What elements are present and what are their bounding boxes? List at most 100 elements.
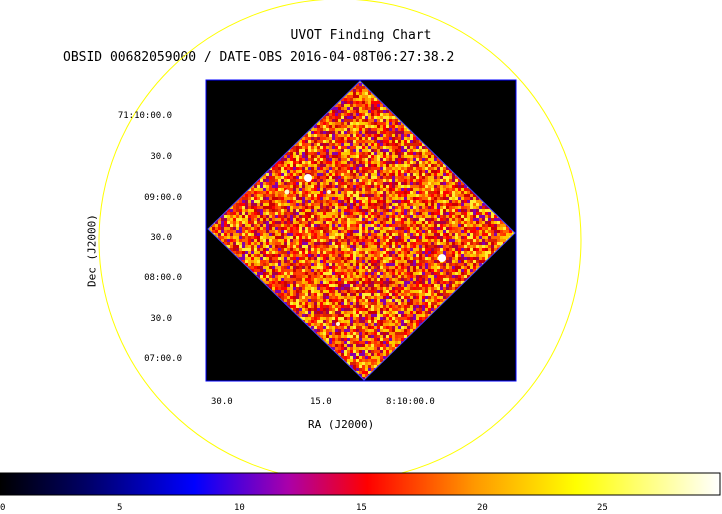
image-pixel: [278, 188, 281, 191]
image-pixel: [464, 194, 467, 197]
image-pixel: [383, 125, 386, 128]
image-pixel: [314, 146, 317, 149]
image-pixel: [326, 152, 329, 155]
image-pixel: [323, 176, 326, 179]
image-pixel: [404, 131, 407, 134]
image-pixel: [365, 116, 368, 119]
image-pixel: [470, 209, 473, 212]
image-pixel: [233, 209, 236, 212]
image-pixel: [344, 125, 347, 128]
image-pixel: [326, 116, 329, 119]
image-pixel: [272, 218, 275, 221]
image-pixel: [389, 200, 392, 203]
image-pixel: [356, 215, 359, 218]
image-pixel: [464, 221, 467, 224]
image-pixel: [302, 140, 305, 143]
image-pixel: [347, 140, 350, 143]
image-pixel: [353, 122, 356, 125]
image-pixel: [440, 221, 443, 224]
image-pixel: [383, 158, 386, 161]
image-pixel: [302, 215, 305, 218]
image-pixel: [305, 140, 308, 143]
image-pixel: [413, 146, 416, 149]
image-pixel: [269, 176, 272, 179]
image-pixel: [320, 200, 323, 203]
image-pixel: [311, 143, 314, 146]
image-pixel: [317, 182, 320, 185]
image-pixel: [362, 101, 365, 104]
image-pixel: [305, 170, 308, 173]
image-pixel: [452, 212, 455, 215]
image-pixel: [419, 203, 422, 206]
image-pixel: [320, 179, 323, 182]
image-pixel: [455, 212, 458, 215]
image-pixel: [377, 221, 380, 224]
image-pixel: [431, 161, 434, 164]
image-pixel: [323, 152, 326, 155]
image-pixel: [404, 188, 407, 191]
image-pixel: [446, 218, 449, 221]
image-pixel: [365, 92, 368, 95]
image-pixel: [314, 197, 317, 200]
image-pixel: [263, 200, 266, 203]
image-pixel: [392, 122, 395, 125]
image-pixel: [410, 146, 413, 149]
image-pixel: [371, 161, 374, 164]
image-pixel: [398, 137, 401, 140]
image-pixel: [338, 152, 341, 155]
image-pixel: [308, 215, 311, 218]
image-pixel: [353, 155, 356, 158]
image-pixel: [320, 131, 323, 134]
image-pixel: [368, 110, 371, 113]
image-pixel: [296, 221, 299, 224]
image-pixel: [419, 146, 422, 149]
image-pixel: [299, 212, 302, 215]
image-pixel: [359, 107, 362, 110]
image-pixel: [257, 215, 260, 218]
image-pixel: [323, 149, 326, 152]
image-pixel: [275, 188, 278, 191]
image-pixel: [416, 218, 419, 221]
image-pixel: [446, 176, 449, 179]
image-pixel: [257, 194, 260, 197]
image-pixel: [374, 170, 377, 173]
image-pixel: [335, 155, 338, 158]
image-pixel: [419, 218, 422, 221]
image-pixel: [476, 200, 479, 203]
image-pixel: [404, 221, 407, 224]
image-pixel: [449, 218, 452, 221]
image-pixel: [416, 200, 419, 203]
image-pixel: [335, 152, 338, 155]
image-pixel: [452, 200, 455, 203]
image-pixel: [455, 197, 458, 200]
image-pixel: [332, 215, 335, 218]
image-pixel: [302, 182, 305, 185]
image-pixel: [347, 203, 350, 206]
image-pixel: [347, 101, 350, 104]
image-pixel: [293, 155, 296, 158]
image-pixel: [305, 155, 308, 158]
image-pixel: [446, 188, 449, 191]
image-pixel: [374, 158, 377, 161]
image-pixel: [230, 215, 233, 218]
image-pixel: [254, 191, 257, 194]
image-pixel: [299, 149, 302, 152]
image-pixel: [374, 206, 377, 209]
image-pixel: [443, 179, 446, 182]
image-pixel: [437, 221, 440, 224]
image-pixel: [341, 110, 344, 113]
image-pixel: [413, 212, 416, 215]
image-pixel: [362, 167, 365, 170]
image-pixel: [254, 197, 257, 200]
image-pixel: [338, 110, 341, 113]
image-pixel: [332, 209, 335, 212]
image-pixel: [374, 140, 377, 143]
image-pixel: [365, 182, 368, 185]
image-pixel: [380, 212, 383, 215]
image-pixel: [383, 185, 386, 188]
image-pixel: [377, 134, 380, 137]
image-pixel: [491, 212, 494, 215]
image-pixel: [260, 203, 263, 206]
image-pixel: [275, 185, 278, 188]
image-pixel: [440, 179, 443, 182]
